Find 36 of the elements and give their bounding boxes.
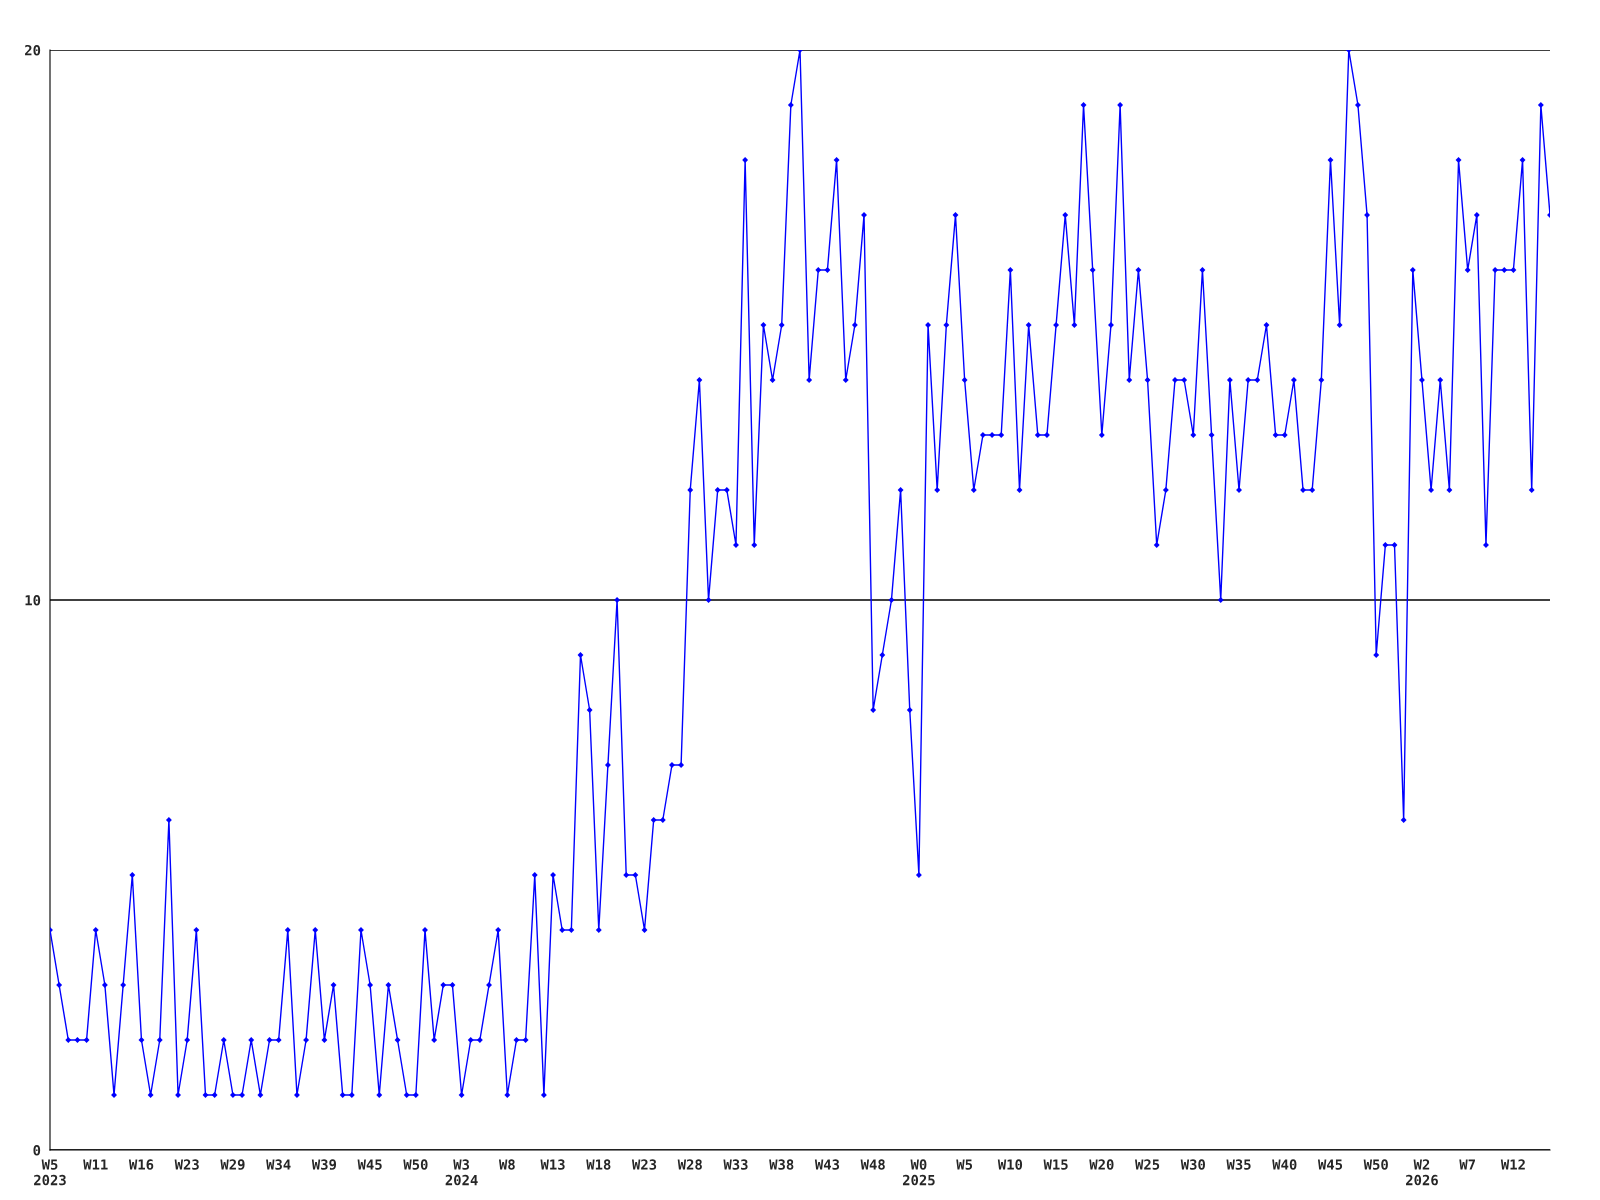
- x-tick-label: W43: [814, 1159, 840, 1170]
- x-tick-label: W45: [1317, 1159, 1343, 1170]
- x-tick-label: W50: [1363, 1159, 1388, 1170]
- x-tick-label: W15: [1043, 1159, 1068, 1170]
- y-tick-label: 20: [25, 44, 41, 56]
- x-tick-label: W23: [174, 1159, 199, 1170]
- x-tick-label: W25: [1135, 1159, 1160, 1170]
- x-tick-label: W48: [860, 1159, 885, 1170]
- x-tick-label: W50: [403, 1159, 428, 1170]
- x-tick-label: W30: [1180, 1159, 1205, 1170]
- x-tick-label: W45: [357, 1159, 382, 1170]
- y-tick-label: 10: [25, 594, 41, 606]
- x-tick-label: W7: [1459, 1159, 1475, 1170]
- x-tick-label: W2 2026: [1406, 1159, 1438, 1186]
- x-tick-label: W34: [266, 1159, 291, 1170]
- x-tick-label: W8: [498, 1159, 515, 1170]
- x-tick-label: W18: [586, 1159, 611, 1170]
- x-tick-label: W5: [956, 1159, 973, 1170]
- x-tick-label: W0 2025: [902, 1159, 935, 1186]
- x-tick-label: W5 2023: [34, 1159, 66, 1186]
- x-tick-label: W23: [631, 1159, 657, 1170]
- x-tick-label: W40: [1272, 1159, 1297, 1170]
- x-tick-label: W13: [540, 1159, 565, 1170]
- x-tick-label: W35: [1226, 1159, 1251, 1170]
- x-tick-label: W11: [83, 1159, 108, 1170]
- x-tick-label: W12: [1500, 1159, 1525, 1170]
- x-tick-label: W16: [128, 1159, 154, 1170]
- y-tick-label: 0: [33, 1144, 41, 1156]
- x-tick-label: W33: [723, 1159, 748, 1170]
- x-tick-label: W10: [997, 1159, 1023, 1170]
- x-tick-label: W20: [1089, 1159, 1114, 1170]
- x-tick-label: W38: [769, 1159, 794, 1170]
- x-tick-label: W28: [677, 1159, 702, 1170]
- x-tick-label: W3 2024: [445, 1159, 478, 1186]
- x-tick-label: W39: [311, 1159, 337, 1170]
- x-tick-label: W29: [220, 1159, 245, 1170]
